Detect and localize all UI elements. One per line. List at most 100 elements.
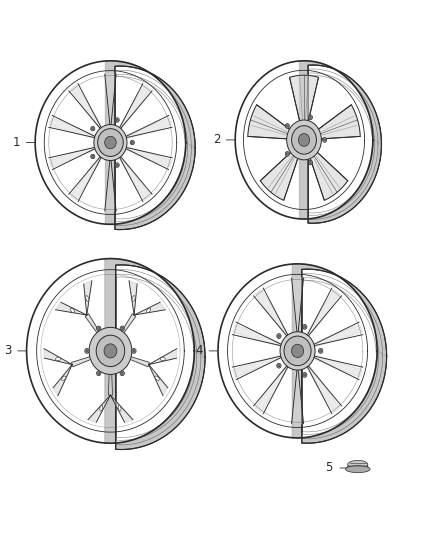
Polygon shape — [255, 289, 290, 338]
Polygon shape — [312, 354, 362, 377]
Polygon shape — [110, 395, 133, 422]
Ellipse shape — [324, 139, 326, 141]
Polygon shape — [120, 314, 136, 336]
Ellipse shape — [121, 372, 123, 375]
Ellipse shape — [98, 327, 100, 330]
Ellipse shape — [121, 327, 123, 330]
Polygon shape — [106, 61, 195, 230]
Ellipse shape — [105, 136, 116, 149]
Polygon shape — [310, 151, 348, 200]
Ellipse shape — [62, 376, 66, 381]
Polygon shape — [149, 365, 168, 395]
Polygon shape — [126, 356, 149, 367]
Ellipse shape — [98, 372, 100, 375]
Ellipse shape — [308, 115, 312, 120]
Ellipse shape — [160, 357, 165, 361]
Ellipse shape — [308, 160, 312, 165]
Polygon shape — [88, 395, 110, 422]
Ellipse shape — [291, 344, 304, 358]
Ellipse shape — [146, 308, 151, 313]
Polygon shape — [118, 85, 150, 131]
Ellipse shape — [277, 364, 281, 368]
Ellipse shape — [287, 120, 321, 160]
Polygon shape — [84, 281, 92, 315]
Text: 1: 1 — [13, 136, 20, 149]
Polygon shape — [233, 354, 283, 377]
Ellipse shape — [96, 335, 125, 367]
Ellipse shape — [70, 308, 74, 313]
Polygon shape — [49, 146, 97, 167]
Ellipse shape — [318, 349, 323, 353]
Ellipse shape — [304, 326, 306, 328]
Polygon shape — [71, 85, 103, 131]
Ellipse shape — [118, 405, 121, 411]
Polygon shape — [294, 278, 301, 334]
Ellipse shape — [309, 116, 311, 118]
Ellipse shape — [132, 349, 136, 353]
Polygon shape — [233, 325, 283, 347]
Ellipse shape — [278, 365, 280, 367]
Ellipse shape — [98, 128, 123, 157]
Polygon shape — [71, 155, 103, 200]
Ellipse shape — [323, 138, 327, 142]
Ellipse shape — [309, 161, 311, 164]
Ellipse shape — [92, 127, 94, 130]
Ellipse shape — [303, 373, 307, 377]
Ellipse shape — [284, 336, 311, 366]
Ellipse shape — [92, 155, 94, 158]
Polygon shape — [71, 356, 95, 367]
Polygon shape — [107, 74, 114, 127]
Ellipse shape — [155, 376, 159, 381]
Ellipse shape — [94, 125, 127, 160]
Ellipse shape — [286, 125, 288, 127]
Ellipse shape — [303, 325, 307, 329]
Polygon shape — [49, 118, 97, 139]
Polygon shape — [248, 105, 290, 139]
Ellipse shape — [285, 151, 290, 156]
Ellipse shape — [320, 350, 322, 352]
Ellipse shape — [278, 335, 280, 337]
Polygon shape — [118, 155, 150, 200]
Polygon shape — [306, 289, 340, 338]
Polygon shape — [44, 349, 72, 365]
Ellipse shape — [280, 332, 315, 370]
Ellipse shape — [115, 118, 119, 122]
Polygon shape — [149, 349, 177, 365]
Ellipse shape — [104, 344, 117, 358]
Ellipse shape — [277, 334, 281, 338]
Ellipse shape — [116, 164, 118, 166]
Polygon shape — [124, 146, 172, 167]
Ellipse shape — [86, 350, 88, 352]
Polygon shape — [312, 325, 362, 347]
Ellipse shape — [85, 349, 89, 353]
Ellipse shape — [91, 154, 95, 159]
Polygon shape — [134, 302, 166, 315]
Ellipse shape — [89, 327, 132, 374]
Polygon shape — [107, 158, 114, 211]
Polygon shape — [255, 364, 290, 412]
Ellipse shape — [298, 133, 310, 147]
Ellipse shape — [115, 163, 119, 167]
Polygon shape — [292, 264, 387, 443]
Ellipse shape — [285, 124, 290, 128]
Ellipse shape — [120, 326, 124, 331]
Polygon shape — [108, 370, 113, 395]
Polygon shape — [347, 464, 368, 469]
Ellipse shape — [96, 371, 101, 376]
Text: 2: 2 — [212, 133, 220, 147]
Polygon shape — [260, 151, 298, 200]
Ellipse shape — [96, 326, 101, 331]
Text: 3: 3 — [4, 344, 11, 358]
Ellipse shape — [56, 357, 60, 361]
Polygon shape — [105, 259, 205, 449]
Ellipse shape — [304, 374, 306, 376]
Ellipse shape — [131, 141, 133, 144]
Polygon shape — [306, 364, 340, 412]
Polygon shape — [318, 105, 360, 139]
Ellipse shape — [133, 350, 135, 352]
Polygon shape — [124, 118, 172, 139]
Ellipse shape — [286, 152, 288, 155]
Ellipse shape — [348, 461, 368, 469]
Polygon shape — [129, 281, 137, 315]
Ellipse shape — [346, 466, 370, 473]
